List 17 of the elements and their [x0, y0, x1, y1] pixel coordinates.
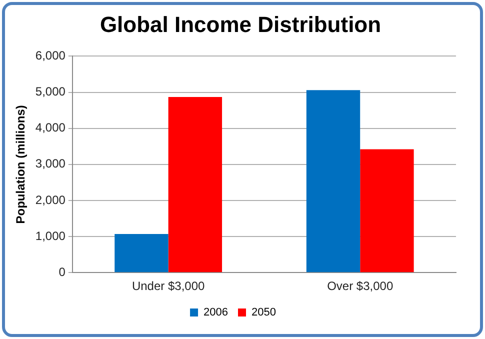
- y-tick-label: 6,000: [35, 48, 66, 63]
- y-tick-label: 2,000: [35, 192, 66, 207]
- bar: [306, 90, 360, 272]
- legend-label: 2006: [204, 306, 228, 319]
- chart-title: Global Income Distribution: [98, 12, 382, 38]
- y-tick-label: 4,000: [35, 120, 66, 135]
- x-tick-label: Under $3,000: [132, 279, 205, 294]
- y-tick-label: 0: [58, 264, 66, 279]
- bar: [114, 234, 168, 272]
- bar: [168, 96, 222, 272]
- x-tick-label: Over $3,000: [327, 279, 394, 294]
- y-tick-label: 1,000: [35, 228, 66, 243]
- y-tick-label: 5,000: [35, 84, 66, 99]
- legend-label: 2050: [252, 306, 276, 319]
- bar: [360, 149, 414, 272]
- y-tick-label: 3,000: [35, 156, 66, 171]
- y-axis-title: Population (millions): [14, 105, 28, 224]
